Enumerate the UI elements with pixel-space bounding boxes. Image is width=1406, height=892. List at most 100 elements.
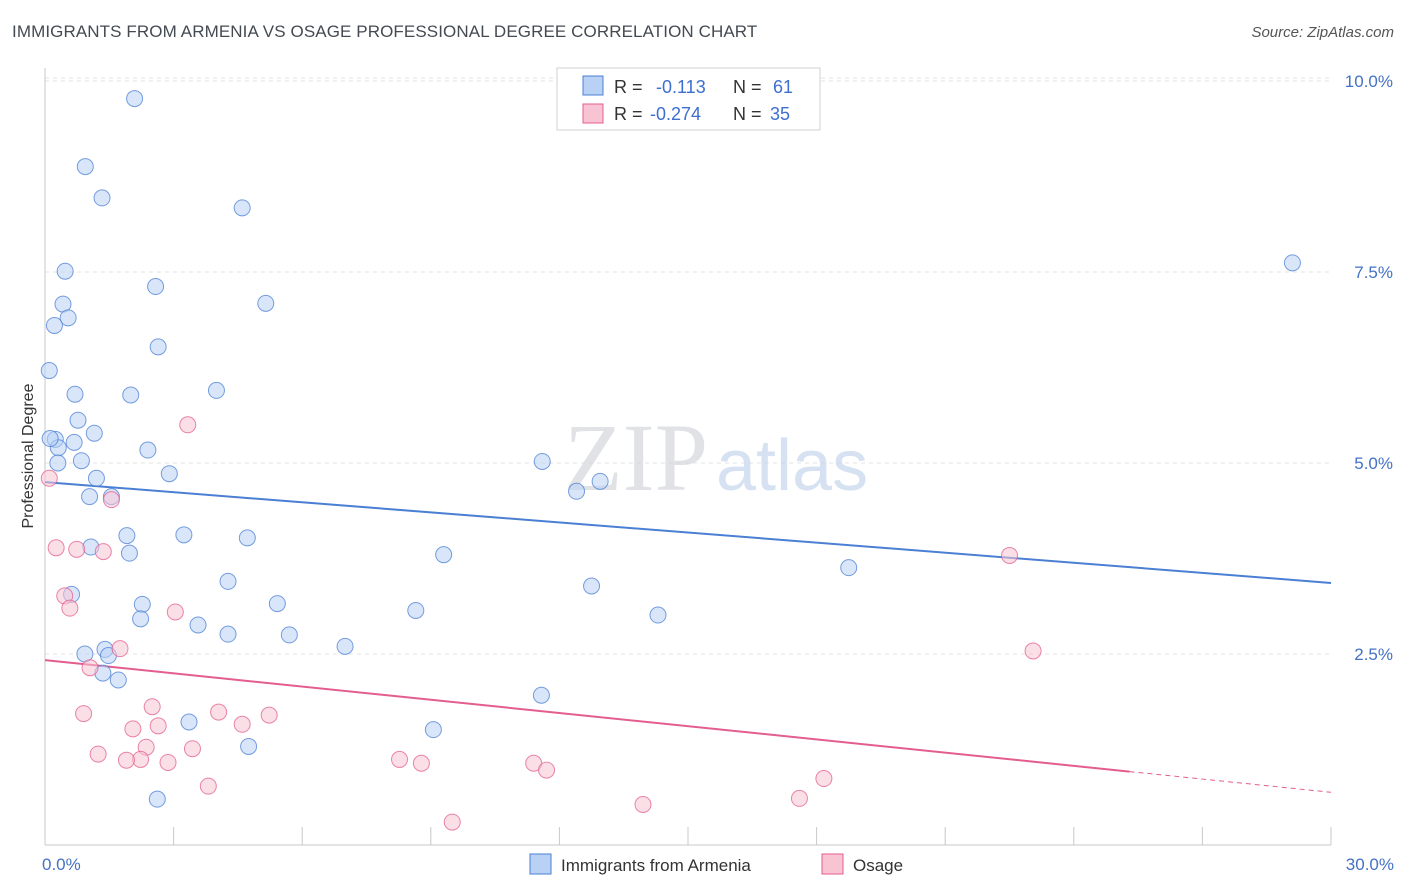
armenia-point-47 [219,625,237,643]
osage-point-14 [143,698,161,716]
x-tick-label-1: 30.0% [1346,855,1394,874]
watermark: ZIP atlas [564,404,868,511]
armenia-point-13 [66,385,84,403]
armenia-point-55 [532,686,550,704]
armenia-point-16 [85,424,103,442]
armenia-point-15 [69,411,87,429]
armenia-point-37 [840,559,858,577]
bottom-legend: Immigrants from Armenia Osage [529,853,903,875]
stats-n-value-1: 61 [773,77,793,97]
osage-point-11 [1024,642,1042,660]
osage-point-27 [412,754,430,772]
armenia-point-30 [1283,254,1301,272]
legend-swatch-armenia [529,853,552,875]
armenia-point-31 [118,527,136,545]
stats-swatch-blue [582,75,604,96]
stats-r-value-2: -0.274 [650,104,701,124]
armenia-point-9 [45,316,63,334]
armenia-point-44 [649,606,667,624]
osage-point-30 [199,777,217,795]
osage-point-17 [124,720,142,738]
armenia-point-14 [122,386,140,404]
armenia-point-59 [148,790,166,808]
y-tick-label-2: 7.5% [1354,263,1393,282]
armenia-point-60 [41,430,59,448]
watermark-atlas: atlas [716,426,868,506]
osage-point-29 [538,761,556,779]
armenia-point-39 [583,577,601,595]
osage-point-6 [1001,546,1018,564]
osage-point-12 [81,659,99,677]
watermark-zip: ZIP [564,404,708,511]
armenia-point-6 [257,294,275,312]
osage-point-9 [166,603,184,621]
armenia-point-38 [219,572,237,590]
stats-r-label-1: R = [614,77,643,97]
data-points [40,90,1301,831]
armenia-point-18 [65,433,83,451]
osage-point-15 [210,703,228,721]
armenia-point-4 [56,262,74,280]
osage-point-21 [183,740,201,758]
armenia-point-28 [81,488,99,506]
armenia-point-2 [93,189,111,207]
y-tick-label-0: 2.5% [1354,645,1393,664]
armenia-point-36 [435,546,453,564]
x-ticks: 0.0% 30.0% [42,827,1394,874]
x-tick-label-0: 0.0% [42,855,81,874]
osage-point-0 [179,416,197,434]
y-tick-label-3: 10.0% [1345,72,1393,91]
armenia-point-27 [568,482,586,500]
armenia-point-3 [233,199,251,217]
osage-point-4 [68,540,86,558]
armenia-point-24 [160,465,178,483]
armenia-point-21 [49,454,67,472]
armenia-point-12 [207,381,225,399]
armenia-point-8 [59,309,77,327]
osage-point-26 [391,750,409,768]
armenia-point-43 [407,601,425,619]
osage-point-19 [233,715,251,733]
armenia-point-54 [109,671,127,689]
armenia-point-57 [424,721,442,739]
osage-point-13 [75,705,93,723]
stats-swatch-pink [582,103,604,124]
osage-point-2 [102,491,120,509]
trend-line-armenia [44,481,1332,584]
source-label: Source: ZipAtlas.com [1251,24,1394,41]
stats-n-label-2: N = [733,104,762,124]
legend-label-armenia: Immigrants from Armenia [561,856,751,875]
stats-r-label-2: R = [614,104,643,124]
y-tick-labels: 2.5% 5.0% 7.5% 10.0% [1345,72,1393,664]
osage-point-31 [815,770,833,788]
armenia-point-23 [533,452,551,470]
armenia-point-32 [175,526,193,544]
armenia-point-35 [120,544,138,562]
osage-point-33 [634,796,652,814]
armenia-point-11 [40,362,58,380]
y-axis-title: Professional Degree [20,383,37,528]
osage-point-32 [443,813,461,831]
osage-point-16 [260,706,278,724]
armenia-point-45 [132,610,150,628]
osage-point-10 [111,640,129,658]
osage-point-5 [94,543,112,561]
osage-point-3 [47,539,65,557]
armenia-point-26 [591,472,609,490]
armenia-point-20 [139,441,157,459]
osage-point-8 [61,599,79,617]
armenia-point-1 [76,158,94,176]
armenia-point-48 [280,626,298,644]
trend-lines [44,481,1332,793]
armenia-point-46 [189,616,207,634]
armenia-point-5 [147,278,165,296]
legend-swatch-osage [821,853,844,875]
chart-title: IMMIGRANTS FROM ARMENIA VS OSAGE PROFESS… [12,22,758,41]
legend-label-osage: Osage [853,856,903,875]
stats-r-value-1: -0.113 [656,77,706,97]
armenia-point-58 [240,737,258,755]
osage-point-23 [132,750,150,768]
armenia-point-22 [72,452,90,470]
osage-point-1 [40,469,58,487]
